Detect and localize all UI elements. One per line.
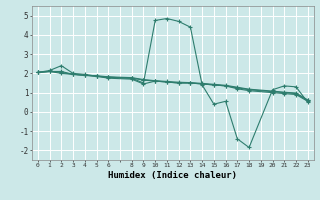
X-axis label: Humidex (Indice chaleur): Humidex (Indice chaleur) [108,171,237,180]
